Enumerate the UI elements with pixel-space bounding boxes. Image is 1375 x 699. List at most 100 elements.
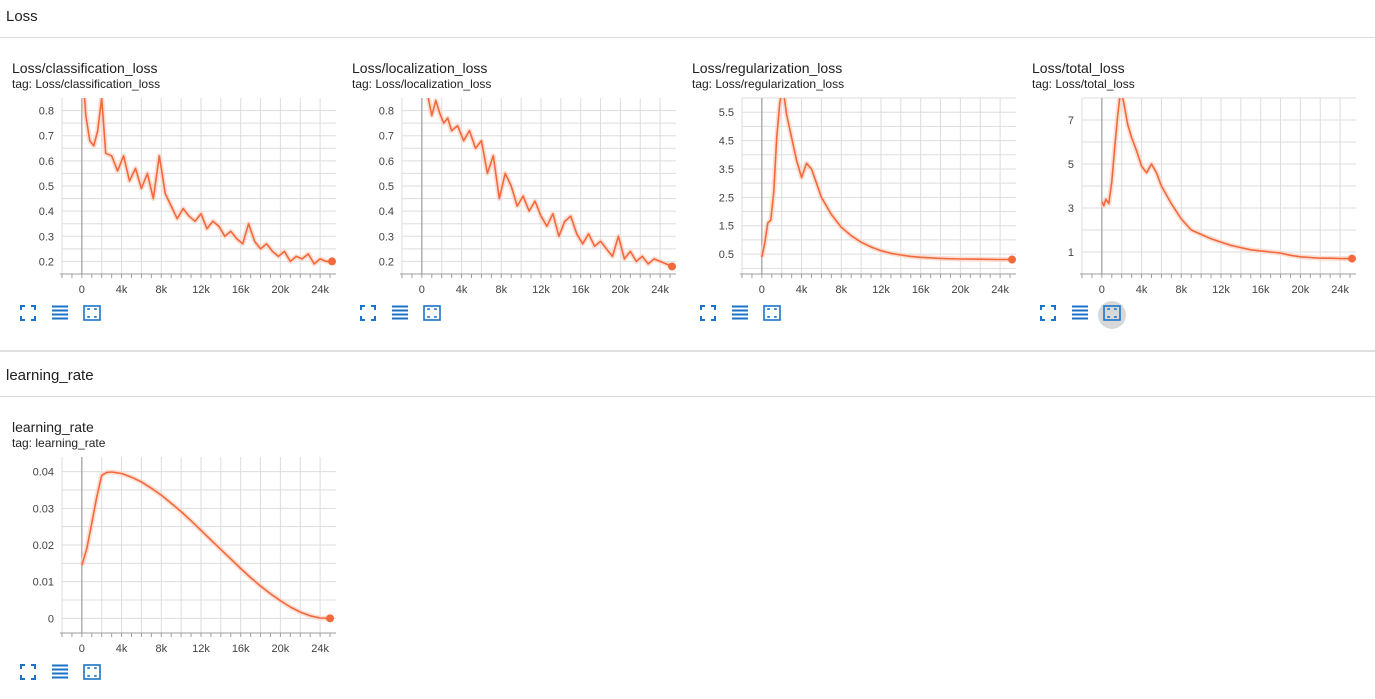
data-table-button[interactable]: [46, 660, 74, 688]
section-divider: [0, 350, 1375, 352]
chart-card-classification-loss: Loss/classification_loss tag: Loss/class…: [6, 60, 342, 340]
x-tick-label: 12k: [1212, 284, 1230, 296]
fit-domain-icon: [423, 304, 441, 327]
x-tick-label: 20k: [272, 643, 290, 655]
fullscreen-icon: [359, 304, 377, 327]
x-tick-label: 0: [79, 284, 85, 296]
chart-card-total-loss: Loss/total_loss tag: Loss/total_loss 0 4k…: [1026, 60, 1362, 340]
x-tick-label: 0: [79, 643, 85, 655]
y-tick-label: 0.4: [39, 206, 54, 218]
data-table-button[interactable]: [1066, 301, 1094, 329]
x-tick-label: 20k: [1292, 284, 1310, 296]
x-tick-label: 16k: [912, 284, 930, 296]
y-tick-label: 0.4: [379, 206, 394, 218]
last-point-marker: [1348, 254, 1357, 263]
y-tick-label: 0.7: [379, 131, 394, 143]
x-tick-label: 20k: [952, 284, 970, 296]
section-title: learning_rate: [6, 367, 94, 384]
x-tick-label: 24k: [311, 284, 329, 296]
chart-title: learning_rate: [12, 419, 94, 435]
fit-domain-icon: [83, 663, 101, 686]
data-table-button[interactable]: [726, 301, 754, 329]
y-tick-label: 0.8: [39, 106, 54, 118]
line-chart[interactable]: 0 4k 8k 12k 16k 20k 24k 0.2 0.3 0.4 0.5 0.6 0.7 0.8: [6, 94, 342, 300]
y-tick-label: 0.03: [33, 503, 54, 515]
chart-card-regularization-loss: Loss/regularization_loss tag: Loss/regul…: [686, 60, 1022, 340]
x-tick-label: 8k: [155, 284, 167, 296]
x-tick-label: 24k: [1331, 284, 1349, 296]
y-tick-label: 0.6: [379, 156, 394, 168]
x-tick-label: 20k: [612, 284, 630, 296]
last-point-marker: [668, 262, 677, 271]
line-chart[interactable]: 0 4k 8k 12k 16k 20k 24k 0.5 1.5 2.5 3.5 4.5 5.5: [686, 94, 1022, 300]
line-chart[interactable]: 0 4k 8k 12k 16k 20k 24k 0.2 0.3 0.4 0.5 0.6 0.7 0.8: [346, 94, 682, 300]
y-tick-label: 1.5: [719, 221, 734, 233]
x-tick-label: 16k: [572, 284, 590, 296]
fullscreen-button[interactable]: [14, 301, 42, 329]
x-tick-label: 24k: [991, 284, 1009, 296]
y-tick-label: 0.7: [39, 131, 54, 143]
chart-card-localization-loss: Loss/localization_loss tag: Loss/localiz…: [346, 60, 682, 340]
chart-tag: tag: Loss/total_loss: [1032, 77, 1135, 91]
fit-domain-icon: [763, 304, 781, 327]
section-header-learning-rate[interactable]: learning_rate: [0, 359, 1375, 397]
y-tick-label: 0.5: [379, 181, 394, 193]
chart-card-learning-rate: learning_rate tag: learning_rate 0 4k 8k 12…: [6, 419, 342, 699]
x-tick-label: 12k: [192, 284, 210, 296]
x-tick-label: 8k: [835, 284, 847, 296]
fit-domain-icon: [83, 304, 101, 327]
last-point-marker: [328, 257, 337, 266]
y-tick-label: 0.04: [33, 467, 54, 479]
data-table-icon: [731, 304, 749, 327]
y-tick-label: 1: [1068, 247, 1074, 259]
y-tick-label: 0: [48, 613, 54, 625]
y-tick-label: 5.5: [719, 107, 734, 119]
fullscreen-button[interactable]: [1034, 301, 1062, 329]
y-tick-label: 0.6: [39, 156, 54, 168]
y-tick-label: 0.5: [39, 181, 54, 193]
fullscreen-button[interactable]: [694, 301, 722, 329]
y-tick-label: 0.8: [379, 106, 394, 118]
fit-domain-button[interactable]: [78, 301, 106, 329]
series-line-raw: [1099, 98, 1352, 262]
data-table-icon: [391, 304, 409, 327]
series-line: [761, 98, 1012, 261]
series-line-raw: [82, 98, 332, 267]
fullscreen-icon: [19, 304, 37, 327]
x-tick-label: 12k: [532, 284, 550, 296]
x-tick-label: 0: [419, 284, 425, 296]
fit-domain-button[interactable]: [78, 660, 106, 688]
chart-title: Loss/classification_loss: [12, 60, 158, 76]
fit-domain-icon: [1103, 304, 1121, 327]
fullscreen-icon: [19, 663, 37, 686]
x-tick-label: 20k: [272, 284, 290, 296]
data-table-button[interactable]: [46, 301, 74, 329]
x-tick-label: 4k: [116, 643, 128, 655]
y-tick-label: 3: [1068, 203, 1074, 215]
chart-tag: tag: Loss/localization_loss: [352, 77, 492, 91]
x-tick-label: 16k: [1252, 284, 1270, 296]
line-chart[interactable]: 0 4k 8k 12k 16k 20k 24k 1 3 5 7: [1026, 94, 1362, 300]
x-tick-label: 8k: [1175, 284, 1187, 296]
y-tick-label: 0.02: [33, 540, 54, 552]
x-tick-label: 24k: [651, 284, 669, 296]
fullscreen-button[interactable]: [354, 301, 382, 329]
data-table-button[interactable]: [386, 301, 414, 329]
y-tick-label: 0.01: [33, 577, 54, 589]
x-tick-label: 4k: [1136, 284, 1148, 296]
section-header-loss[interactable]: Loss: [0, 0, 1375, 38]
y-tick-label: 3.5: [719, 164, 734, 176]
x-tick-label: 12k: [192, 643, 210, 655]
y-tick-label: 4.5: [719, 136, 734, 148]
fit-domain-button[interactable]: [1098, 301, 1126, 329]
line-chart[interactable]: 0 4k 8k 12k 16k 20k 24k 0 0.01 0.02 0.03 0.04: [6, 453, 342, 659]
y-tick-label: 0.2: [39, 256, 54, 268]
fit-domain-button[interactable]: [758, 301, 786, 329]
y-tick-label: 0.2: [379, 256, 394, 268]
x-tick-label: 8k: [495, 284, 507, 296]
series-line: [427, 98, 673, 268]
x-tick-label: 4k: [116, 284, 128, 296]
fullscreen-button[interactable]: [14, 660, 42, 688]
series-line-raw: [425, 98, 674, 269]
fit-domain-button[interactable]: [418, 301, 446, 329]
